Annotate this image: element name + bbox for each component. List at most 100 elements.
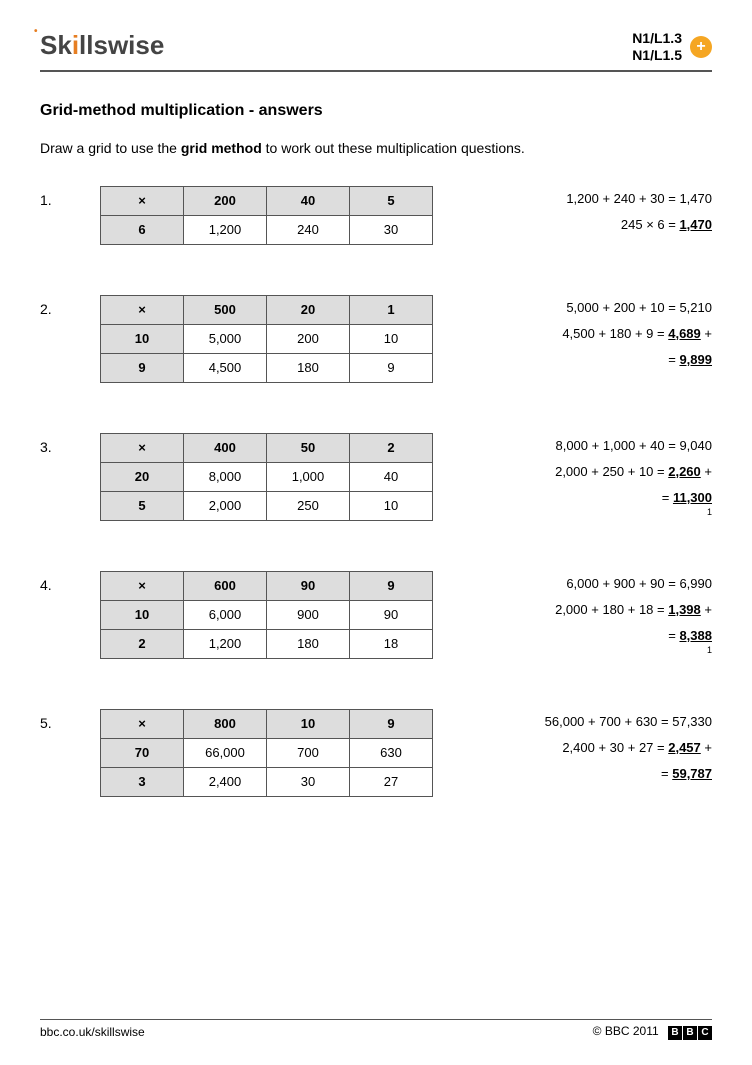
grid-table: ×500201105,0002001094,5001809 — [100, 295, 433, 383]
grid-header-cell: 800 — [184, 709, 267, 738]
grid-cell: 900 — [267, 600, 350, 629]
grid-header-cell: 2 — [350, 433, 433, 462]
grid-cell: 630 — [350, 738, 433, 767]
logo-part: i — [72, 30, 79, 60]
grid-cell: 18 — [350, 629, 433, 658]
working-line: 2,400 + 30 + 27 = 2,457 + — [463, 735, 712, 761]
instruction-part: to work out these multiplication questio… — [262, 140, 525, 156]
working-line: 2,000 + 250 + 10 = 2,260 + — [463, 459, 712, 485]
grid-cell: 1,200 — [184, 215, 267, 244]
bbc-block: C — [698, 1026, 712, 1040]
problem-number: 4. — [40, 571, 100, 593]
grid-row-label: 10 — [101, 600, 184, 629]
grid-cell: 30 — [350, 215, 433, 244]
grid-cell: 240 — [267, 215, 350, 244]
instruction-part: Draw a grid to use the — [40, 140, 181, 156]
working-line: 8,000 + 1,000 + 40 = 9,040 — [463, 433, 712, 459]
grid-header-cell: 10 — [267, 709, 350, 738]
footer-right: © BBC 2011 B B C — [593, 1024, 712, 1040]
footer-url: bbc.co.uk/skillswise — [40, 1025, 145, 1039]
grid-row-label: 20 — [101, 462, 184, 491]
footer-copyright: © BBC 2011 — [593, 1024, 659, 1038]
grid-cell: 27 — [350, 767, 433, 796]
grid-cell: 1,000 — [267, 462, 350, 491]
problem: 5.×8001097066,00070063032,400302756,000 … — [40, 709, 712, 797]
grid-row-label: 70 — [101, 738, 184, 767]
problem: 3.×400502208,0001,0004052,000250108,000 … — [40, 433, 712, 521]
grid-header-cell: × — [101, 709, 184, 738]
problem: 2.×500201105,0002001094,50018095,000 + 2… — [40, 295, 712, 383]
plus-icon: + — [690, 36, 712, 58]
grid-cell: 10 — [350, 324, 433, 353]
logo-part: llswise — [79, 30, 164, 60]
problem: 4.×600909106,0009009021,200180186,000 + … — [40, 571, 712, 659]
grid-cell: 9 — [350, 353, 433, 382]
grid-cell: 200 — [267, 324, 350, 353]
grid-cell: 6,000 — [184, 600, 267, 629]
instruction-text: Draw a grid to use the grid method to wo… — [40, 140, 712, 156]
grid-table: ×400502208,0001,0004052,00025010 — [100, 433, 433, 521]
bbc-logo: B B C — [668, 1026, 712, 1040]
working: 5,000 + 200 + 10 = 5,2104,500 + 180 + 9 … — [463, 295, 712, 373]
working-line: = 9,899 — [463, 347, 712, 373]
grid-cell: 2,400 — [184, 767, 267, 796]
working-line: 4,500 + 180 + 9 = 4,689 + — [463, 321, 712, 347]
grid-cell: 90 — [350, 600, 433, 629]
curriculum-codes: N1/L1.3 N1/L1.5 + — [632, 30, 712, 64]
grid-header-cell: × — [101, 571, 184, 600]
problem-number: 5. — [40, 709, 100, 731]
grid-header-cell: 500 — [184, 295, 267, 324]
grid-header-cell: × — [101, 295, 184, 324]
answer: 9,899 — [679, 352, 712, 367]
bbc-block: B — [668, 1026, 682, 1040]
grid-cell: 40 — [350, 462, 433, 491]
bbc-block: B — [683, 1026, 697, 1040]
grid-header-cell: 90 — [267, 571, 350, 600]
grid-header-cell: 20 — [267, 295, 350, 324]
grid-cell: 180 — [267, 353, 350, 382]
working-line: 5,000 + 200 + 10 = 5,210 — [463, 295, 712, 321]
grid-cell: 30 — [267, 767, 350, 796]
page-header: • Skillswise N1/L1.3 N1/L1.5 + — [40, 30, 712, 72]
working: 6,000 + 900 + 90 = 6,9902,000 + 180 + 18… — [463, 571, 712, 659]
instruction-bold: grid method — [181, 140, 262, 156]
code-line: N1/L1.3 — [632, 30, 682, 47]
grid-cell: 4,500 — [184, 353, 267, 382]
grid-row-label: 10 — [101, 324, 184, 353]
grid-header-cell: 5 — [350, 186, 433, 215]
grid-header-cell: 40 — [267, 186, 350, 215]
grid-header-cell: 1 — [350, 295, 433, 324]
grid-header-cell: × — [101, 433, 184, 462]
grid-header-cell: × — [101, 186, 184, 215]
problem-number: 1. — [40, 186, 100, 208]
working-line: 6,000 + 900 + 90 = 6,990 — [463, 571, 712, 597]
grid-cell: 5,000 — [184, 324, 267, 353]
grid-table: ×20040561,20024030 — [100, 186, 433, 245]
answer: 59,787 — [672, 766, 712, 781]
grid-header-cell: 400 — [184, 433, 267, 462]
working-line: 1,200 + 240 + 30 = 1,470 — [463, 186, 712, 212]
grid-row-label: 5 — [101, 491, 184, 520]
grid-row-label: 2 — [101, 629, 184, 658]
answer: 2,457 — [668, 740, 701, 755]
grid-header-cell: 9 — [350, 571, 433, 600]
working-line: 245 × 6 = 1,470 — [463, 212, 712, 238]
grid-cell: 700 — [267, 738, 350, 767]
problem-number: 2. — [40, 295, 100, 317]
grid-cell: 66,000 — [184, 738, 267, 767]
working-line: = 59,787 — [463, 761, 712, 787]
working: 8,000 + 1,000 + 40 = 9,0402,000 + 250 + … — [463, 433, 712, 521]
problem: 1.×20040561,200240301,200 + 240 + 30 = 1… — [40, 186, 712, 245]
page-footer: bbc.co.uk/skillswise © BBC 2011 B B C — [40, 1019, 712, 1040]
grid-cell: 1,200 — [184, 629, 267, 658]
logo-part: Sk — [40, 30, 72, 60]
grid-row-label: 9 — [101, 353, 184, 382]
working: 56,000 + 700 + 630 = 57,3302,400 + 30 + … — [463, 709, 712, 787]
grid-table: ×8001097066,00070063032,4003027 — [100, 709, 433, 797]
grid-header-cell: 9 — [350, 709, 433, 738]
problems-container: 1.×20040561,200240301,200 + 240 + 30 = 1… — [40, 186, 712, 797]
grid-cell: 10 — [350, 491, 433, 520]
answer: 2,260 — [668, 464, 701, 479]
grid-row-label: 6 — [101, 215, 184, 244]
answer: 1,470 — [679, 217, 712, 232]
